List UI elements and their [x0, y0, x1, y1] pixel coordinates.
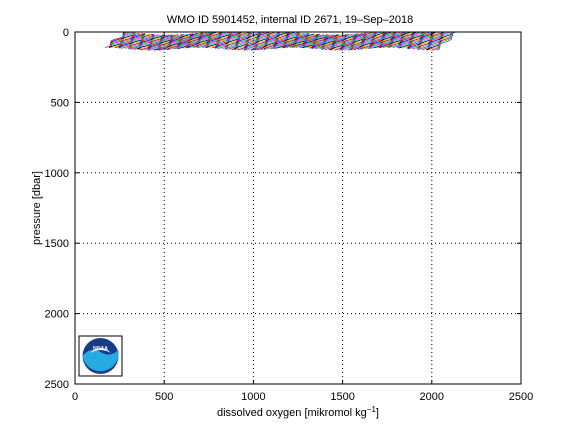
y-tick-label: 2500 — [45, 379, 69, 391]
oxygen-profile-line — [224, 31, 250, 50]
x-tick-label: 1500 — [330, 391, 354, 403]
chart-title: WMO ID 5901452, internal ID 2671, 19–Sep… — [167, 14, 413, 26]
plot-frame — [74, 31, 522, 385]
oxygen-profile-line — [231, 31, 251, 50]
oxygen-profile-line — [263, 31, 290, 50]
oxygen-profile-line — [243, 31, 271, 51]
oxygen-profile-line — [195, 31, 223, 48]
y-axis-title: pressure [dbar] — [31, 171, 43, 245]
oxygen-profile-line — [124, 33, 145, 49]
oxygen-profile-line — [118, 33, 146, 49]
oxygen-profile-line — [234, 31, 260, 51]
oxygen-profile-line — [128, 33, 155, 50]
oxygen-profile-line — [128, 33, 154, 50]
x-axis-ticks: 0 500 1000 1500 2000 2500 — [72, 32, 533, 403]
logo-text: NOAA — [93, 346, 108, 352]
oxygen-profile-line — [369, 31, 396, 49]
grid-lines — [75, 32, 521, 384]
y-tick-label: 0 — [63, 27, 69, 39]
y-tick-label: 1000 — [45, 168, 69, 180]
oxygen-profiles — [105, 31, 456, 51]
oxygen-profile-line — [321, 34, 347, 50]
logo-bird-icon — [90, 348, 111, 353]
plot-area — [74, 31, 522, 385]
x-tick-label: 500 — [155, 391, 173, 403]
oxygen-profile-line — [359, 31, 386, 50]
x-tick-label: 1000 — [241, 391, 265, 403]
oxygen-profile-line — [224, 31, 252, 50]
x-tick-label: 0 — [72, 391, 78, 403]
oxygen-profile-line — [427, 31, 454, 51]
y-tick-label: 500 — [51, 97, 69, 109]
oxygen-profile-line — [212, 31, 232, 49]
oxygen-profile-line — [241, 31, 261, 51]
oxygen-profile-line — [215, 31, 241, 49]
oxygen-profile-line — [109, 32, 136, 48]
x-axis-title: dissolved oxygen [mikromol kg−1] — [217, 405, 379, 420]
y-tick-label: 2000 — [45, 309, 69, 321]
x-tick-label: 2000 — [420, 391, 444, 403]
oxygen-profile-line — [338, 33, 357, 51]
y-tick-label: 1500 — [45, 238, 69, 250]
logo-wave — [82, 349, 119, 372]
y-axis-ticks: 0 500 1000 1500 2000 2500 — [45, 27, 521, 391]
oxygen-profile-line — [221, 31, 241, 50]
oxygen-profile-line — [330, 33, 357, 51]
oxygen-profile-line — [234, 31, 262, 51]
oxygen-profile-line — [437, 31, 456, 51]
oxygen-profile-line — [253, 31, 281, 51]
x-tick-label: 2500 — [509, 391, 533, 403]
oxygen-profile-line — [282, 32, 309, 49]
oxygen-profile-line — [214, 31, 242, 49]
noaa-logo: NOAA — [78, 335, 123, 377]
oxygen-profile-line — [378, 31, 405, 48]
oxygen-profile-line — [435, 31, 453, 51]
